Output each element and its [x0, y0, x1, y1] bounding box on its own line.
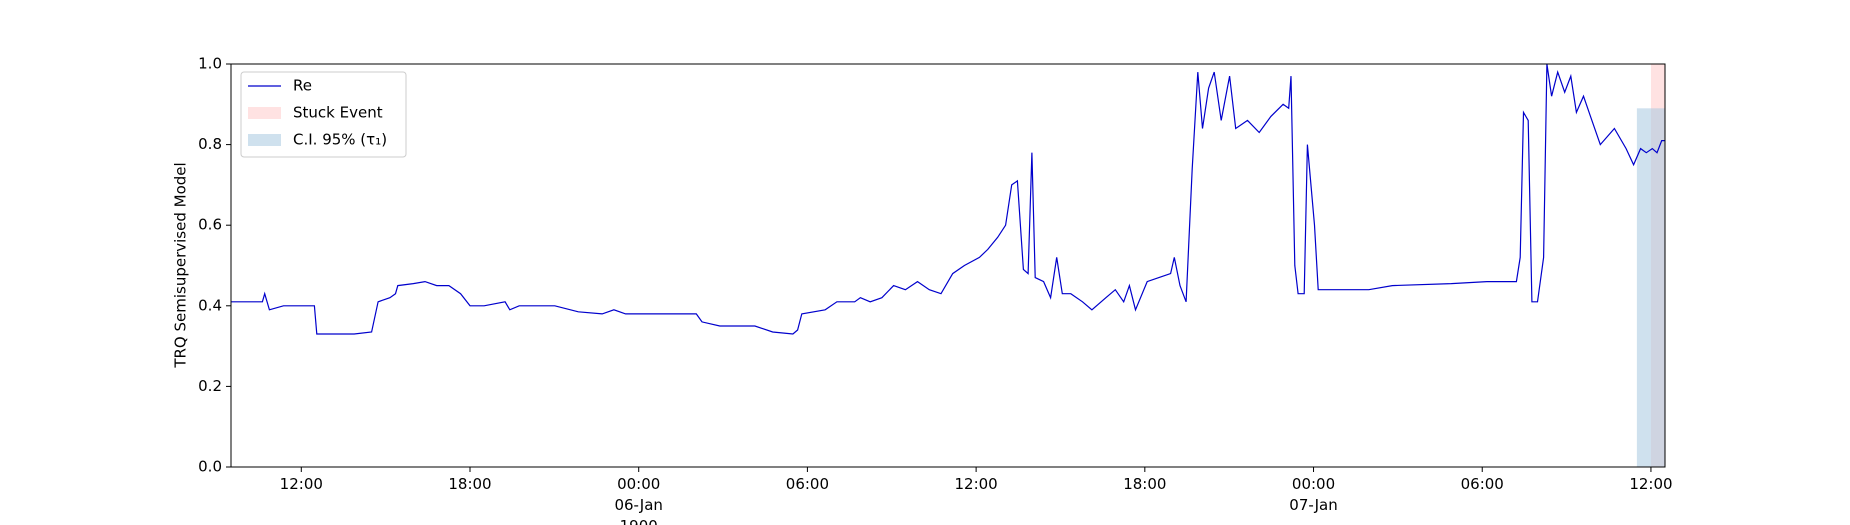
plot-frame: [230, 63, 1666, 468]
legend-box: [240, 71, 407, 158]
x-tick-label: 06:00: [786, 475, 829, 493]
legend-label: Stuck Event: [293, 104, 383, 122]
y-tick-label: 0.8: [198, 135, 222, 153]
y-tick-label: 0.2: [198, 377, 222, 395]
x-tick-label: 18:00: [1123, 475, 1166, 493]
x-tick-label: 06:00: [1461, 475, 1504, 493]
x-tick-label: 18:00: [448, 475, 491, 493]
legend-swatch: [248, 107, 281, 119]
span: [1636, 108, 1665, 467]
y-tick-label: 0.6: [198, 216, 222, 234]
legend-label: Re: [293, 77, 312, 95]
legend-swatch: [248, 134, 281, 146]
y-tick-label: 0.4: [198, 296, 222, 314]
y-axis-label: TRQ Semisupervised Model: [172, 162, 190, 368]
y-tick-label: 1.0: [198, 55, 222, 73]
x-tick-label: 12:00: [1629, 475, 1672, 493]
x-tick-label: 00:00 07-Jan: [1289, 475, 1337, 514]
x-tick-label: 12:00: [955, 475, 998, 493]
legend-label: C.I. 95% (τ₁): [293, 131, 387, 149]
y-tick-label: 0.0: [198, 458, 222, 476]
x-tick-label: 12:00: [280, 475, 323, 493]
data-line: [231, 63, 1665, 335]
